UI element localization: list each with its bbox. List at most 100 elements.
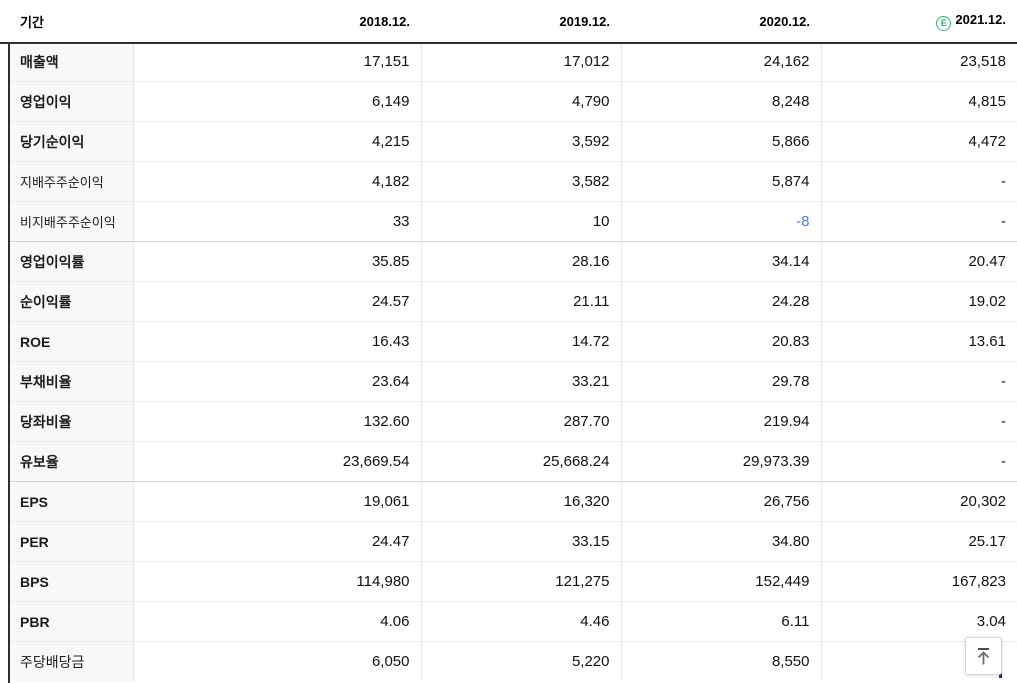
- value-cell: 29.78: [620, 361, 821, 402]
- row-label: 지배주주순이익: [8, 161, 133, 202]
- row-label: 당기순이익: [8, 121, 133, 162]
- value-cell: 10: [420, 201, 621, 242]
- table-left-border: [8, 42, 10, 683]
- value-cell: 20.83: [620, 321, 821, 362]
- value-cell: 24,162: [620, 42, 821, 82]
- value-cell: 6,149: [132, 81, 421, 122]
- table-row: 지배주주순이익 4,182 3,582 5,874-: [8, 161, 1017, 202]
- table-row: 유보율 23,669.54 25,668.24 29,973.39-: [8, 441, 1017, 482]
- value-cell: 219.94: [620, 401, 821, 442]
- value-cell: 17,012: [420, 42, 621, 82]
- table-row: 영업이익률 35.85 28.16 34.14 20.47: [8, 241, 1017, 282]
- value-cell: 20,302: [820, 481, 1017, 522]
- row-label: 영업이익률: [8, 241, 133, 282]
- value-cell: 132.60: [132, 401, 421, 442]
- value-cell: 17,151: [132, 42, 421, 82]
- row-label: 유보율: [8, 441, 133, 482]
- value-cell: -8: [620, 201, 821, 242]
- value-cell: 33.15: [420, 521, 621, 562]
- value-cell: -: [820, 441, 1017, 482]
- value-cell: 33.21: [420, 361, 621, 402]
- value-cell: -: [820, 401, 1017, 442]
- value-cell: 287.70: [420, 401, 621, 442]
- value-cell: 24.47: [132, 521, 421, 562]
- value-cell: 8,550: [620, 641, 821, 681]
- value-cell: 13.61: [820, 321, 1017, 362]
- row-label: 순이익률: [8, 281, 133, 322]
- table-row: PBR 4.06 4.46 6.11 3.04: [8, 601, 1017, 642]
- value-cell: 23,669.54: [132, 441, 421, 482]
- value-cell: 4.06: [132, 601, 421, 642]
- table-row: 순이익률 24.57 21.11 24.28 19.02: [8, 281, 1017, 322]
- value-cell: -: [820, 201, 1017, 242]
- financial-summary-table: 기간 2018.12. 2019.12. 2020.12. E 2021.12. 매출액…: [8, 0, 1017, 681]
- value-cell: 121,275: [420, 561, 621, 602]
- column-header-label: 2021.12.: [955, 11, 1006, 27]
- row-label: 주당배당금: [8, 641, 133, 681]
- value-cell: -: [820, 361, 1017, 402]
- value-cell: 28.16: [420, 241, 621, 282]
- row-label: EPS: [8, 481, 133, 522]
- estimate-icon: E: [936, 15, 952, 31]
- value-cell: 5,874: [620, 161, 821, 202]
- value-cell: 5,866: [620, 121, 821, 162]
- table-row: EPS 19,061 16,320 26,756 20,302: [8, 481, 1017, 522]
- column-header-label: 2019.12.: [559, 13, 610, 29]
- value-cell: 24.28: [620, 281, 821, 322]
- table-row: 매출액 17,151 17,012 24,162 23,518: [8, 42, 1017, 82]
- row-label: 부채비율: [8, 361, 133, 402]
- value-cell: 25.17: [820, 521, 1017, 562]
- table-row: 부채비율 23.64 33.21 29.78-: [8, 361, 1017, 402]
- table-row: 영업이익 6,149 4,790 8,248 4,815: [8, 81, 1017, 122]
- row-label: 비지배주주순이익: [8, 201, 133, 242]
- value-cell: 25,668.24: [420, 441, 621, 482]
- table-row: ROE 16.43 14.72 20.83 13.61: [8, 321, 1017, 362]
- value-cell: 167,823: [820, 561, 1017, 602]
- value-cell: 8,248: [620, 81, 821, 122]
- value-cell: 6.11: [620, 601, 821, 642]
- value-cell: 19,061: [132, 481, 421, 522]
- column-header: 2019.12.: [421, 0, 621, 42]
- row-label: ROE: [8, 321, 133, 362]
- column-header: 2018.12.: [133, 0, 421, 42]
- value-cell: 33: [132, 201, 421, 242]
- header-divider: [0, 42, 1017, 44]
- value-cell: 6,050: [132, 641, 421, 681]
- value-cell: 16,320: [420, 481, 621, 522]
- value-cell: 3,592: [420, 121, 621, 162]
- column-header-label: 2018.12.: [359, 13, 410, 29]
- row-label: 영업이익: [8, 81, 133, 122]
- value-cell: 23,518: [820, 42, 1017, 82]
- table-header-row: 기간 2018.12. 2019.12. 2020.12. E 2021.12.: [8, 0, 1017, 42]
- value-cell: 4,815: [820, 81, 1017, 122]
- value-cell: 34.14: [620, 241, 821, 282]
- scroll-to-top-button[interactable]: [965, 637, 1002, 675]
- value-cell: 19.02: [820, 281, 1017, 322]
- column-header-label: 2020.12.: [759, 13, 810, 29]
- row-label: 당좌비율: [8, 401, 133, 442]
- column-header: E 2021.12.: [821, 0, 1017, 42]
- value-cell: 4.46: [420, 601, 621, 642]
- period-header: 기간: [20, 14, 44, 30]
- row-label: BPS: [8, 561, 133, 602]
- column-header: 2020.12.: [621, 0, 821, 42]
- value-cell: 5,220: [420, 641, 621, 681]
- value-cell: 4,215: [132, 121, 421, 162]
- value-cell: 26,756: [620, 481, 821, 522]
- value-cell: 29,973.39: [620, 441, 821, 482]
- table-row: PER 24.47 33.15 34.80 25.17: [8, 521, 1017, 562]
- value-cell: 20.47: [820, 241, 1017, 282]
- table-row: 비지배주주순이익 33 10 -8-: [8, 201, 1017, 242]
- arrow-up-to-top-icon: [974, 646, 993, 667]
- table-row: 주당배당금 6,050 5,220 8,550: [8, 641, 1017, 681]
- value-cell: 14.72: [420, 321, 621, 362]
- value-cell: 152,449: [620, 561, 821, 602]
- row-label: PER: [8, 521, 133, 562]
- row-label: PBR: [8, 601, 133, 642]
- row-label: 매출액: [8, 42, 133, 82]
- value-cell: 4,182: [132, 161, 421, 202]
- table-row: 당좌비율 132.60 287.70 219.94-: [8, 401, 1017, 442]
- value-cell: 21.11: [420, 281, 621, 322]
- value-cell: 114,980: [132, 561, 421, 602]
